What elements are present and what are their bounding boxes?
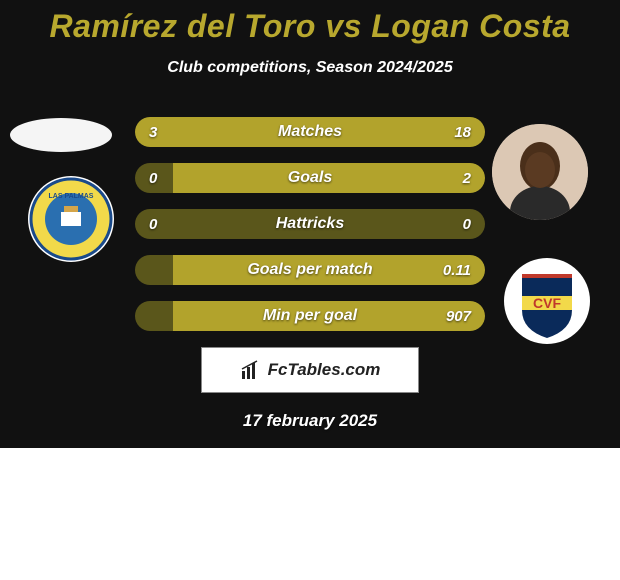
fctables-text: FcTables.com: [268, 360, 381, 380]
stat-value-left: 3: [149, 124, 157, 141]
stat-value-right: 0.11: [443, 262, 471, 279]
subtitle: Club competitions, Season 2024/2025: [0, 59, 620, 77]
stat-bar-left: 0: [135, 163, 173, 193]
stat-bar-right: 18: [185, 117, 485, 147]
stat-bar-right: 0: [310, 209, 485, 239]
stat-bar-left: 0: [135, 209, 310, 239]
stat-bar-right: 0.11: [173, 255, 486, 285]
date-text: 17 february 2025: [0, 411, 620, 431]
bottom-whitespace: [0, 448, 620, 580]
stat-row: 02Goals: [10, 163, 610, 193]
stat-bar-right: 2: [173, 163, 486, 193]
stat-bar: 907Min per goal: [135, 301, 485, 331]
chart-icon: [240, 359, 262, 381]
stats-area: 318Matches02Goals00Hattricks0.11Goals pe…: [0, 117, 620, 331]
stat-bar-left: 3: [135, 117, 185, 147]
stat-bar: 0.11Goals per match: [135, 255, 485, 285]
stat-bar: 318Matches: [135, 117, 485, 147]
page-title: Ramírez del Toro vs Logan Costa: [0, 0, 620, 45]
stat-row: 318Matches: [10, 117, 610, 147]
comparison-card: Ramírez del Toro vs Logan Costa Club com…: [0, 0, 620, 580]
stat-bar-left: [135, 301, 173, 331]
stat-bar: 00Hattricks: [135, 209, 485, 239]
fctables-logo: FcTables.com: [201, 347, 419, 393]
stat-value-left: 0: [149, 216, 157, 233]
stat-row: 00Hattricks: [10, 209, 610, 239]
stat-bar-right: 907: [173, 301, 486, 331]
stat-value-right: 907: [446, 308, 471, 325]
stat-value-left: 0: [149, 170, 157, 187]
stat-bar-left: [135, 255, 173, 285]
stat-row: 0.11Goals per match: [10, 255, 610, 285]
stat-value-right: 2: [463, 170, 471, 187]
stat-value-right: 0: [463, 216, 471, 233]
stat-bar: 02Goals: [135, 163, 485, 193]
stat-value-right: 18: [454, 124, 471, 141]
stat-row: 907Min per goal: [10, 301, 610, 331]
